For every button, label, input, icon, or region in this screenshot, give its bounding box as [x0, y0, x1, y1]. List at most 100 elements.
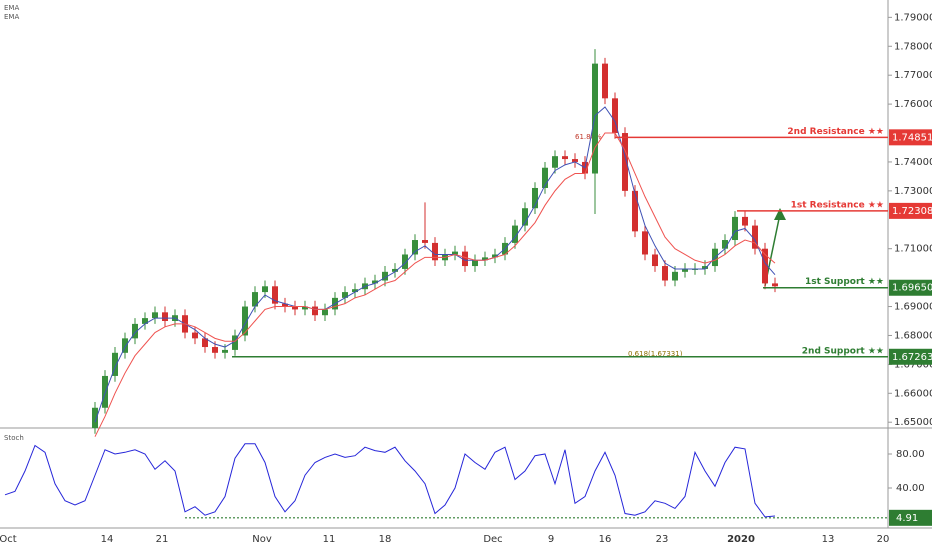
y-tick-label: 1.71000 — [894, 244, 932, 255]
candle-body — [302, 306, 308, 310]
y-tick-label: 1.69000 — [894, 302, 932, 313]
candle-body — [642, 231, 648, 255]
candle-body — [292, 306, 298, 310]
candle-body — [352, 289, 358, 293]
candle-body — [272, 286, 278, 304]
stoch-level-tag — [889, 509, 932, 526]
x-tick-label: 21 — [156, 534, 169, 545]
candle-body — [452, 251, 458, 255]
candle-body — [662, 266, 668, 281]
x-tick-label: 20 — [877, 534, 890, 545]
candle-body — [482, 257, 488, 261]
x-tick-label: 23 — [656, 534, 669, 545]
candle-body — [752, 225, 758, 249]
candle-body — [402, 254, 408, 269]
level-label: 1st Resistance ★★ — [791, 200, 884, 210]
candle-body — [542, 167, 548, 188]
candle-body — [122, 338, 128, 353]
candle-body — [532, 187, 538, 209]
candle-body — [492, 254, 498, 258]
level-label: 2nd Resistance ★★ — [787, 127, 884, 137]
candle-body — [282, 303, 288, 307]
y-tick-label: 1.68000 — [894, 330, 932, 341]
candle-body — [192, 332, 198, 339]
y-tick-label: 1.78000 — [894, 41, 932, 52]
candle-body — [722, 240, 728, 249]
candle-body — [382, 271, 388, 281]
candle-body — [102, 375, 108, 408]
candle-body — [472, 260, 478, 267]
level-tag-label: 1.74851 — [892, 132, 932, 143]
y-tick-label: 1.65000 — [894, 417, 932, 428]
stoch-line — [4, 443, 776, 518]
candle-body — [142, 318, 148, 324]
candle-body — [572, 159, 578, 162]
fib-annotation: 61.80% — [575, 133, 602, 141]
y-tick-label: 1.79000 — [894, 12, 932, 23]
y-tick-label: 1.74000 — [894, 157, 932, 168]
candle-body — [522, 208, 528, 226]
candle-body — [612, 98, 618, 134]
level-tag-label: 1.67263 — [892, 352, 932, 363]
level-tag — [889, 129, 932, 146]
x-tick-label: 16 — [599, 534, 612, 545]
candle-body — [222, 349, 228, 353]
candle-body — [622, 133, 628, 191]
x-tick-label: Dec — [483, 534, 502, 545]
candle-body — [162, 312, 168, 321]
candle-body — [652, 254, 658, 267]
ema-line — [94, 132, 776, 437]
level-tag-label: 1.72308 — [892, 206, 932, 217]
candle-body — [732, 216, 738, 241]
x-tick-label: 9 — [548, 534, 554, 545]
candle-body — [702, 266, 708, 269]
stoch-level-label: 4.91 — [896, 513, 918, 524]
candle-body — [252, 292, 258, 307]
candle-body — [632, 190, 638, 232]
candle-body — [762, 248, 768, 284]
candle-body — [132, 323, 138, 339]
level-label: 2nd Support ★★ — [802, 346, 884, 356]
fib-annotation: 0.618(1.67331) — [628, 350, 683, 358]
level-label: 1st Support ★★ — [805, 277, 884, 287]
candle-body — [742, 216, 748, 226]
candle-body — [112, 352, 118, 376]
candle-body — [242, 306, 248, 336]
level-tag-label: 1.69650 — [892, 283, 932, 294]
x-tick-label: Nov — [252, 534, 272, 545]
candle-body — [92, 407, 98, 428]
y-tick-label: 1.76000 — [894, 99, 932, 110]
candle-body — [262, 286, 268, 293]
y-tick-label: 1.73000 — [894, 186, 932, 197]
x-tick-label: 14 — [101, 534, 114, 545]
y-tick-label: 40.00 — [896, 483, 925, 494]
candle-body — [512, 225, 518, 243]
candle-body — [392, 268, 398, 272]
candle-body — [372, 280, 378, 284]
y-tick-label: 80.00 — [896, 449, 925, 460]
candle-body — [562, 156, 568, 160]
stoch-label: Stoch — [4, 434, 24, 442]
indicator-label: EMA — [4, 13, 19, 21]
candle-body — [592, 63, 598, 174]
indicator-label: EMA — [4, 4, 19, 12]
y-tick-label: 1.67000 — [894, 359, 932, 370]
candle-body — [432, 242, 438, 261]
ema-line — [94, 106, 776, 423]
candle-body — [672, 271, 678, 281]
candle-body — [212, 347, 218, 353]
x-tick-label: Oct — [0, 534, 17, 545]
y-tick-label: 1.77000 — [894, 70, 932, 81]
candle-body — [152, 312, 158, 319]
candle-body — [322, 309, 328, 316]
candle-body — [602, 63, 608, 99]
level-tag — [889, 202, 932, 219]
x-tick-label: 13 — [822, 534, 835, 545]
candle-body — [312, 306, 318, 316]
x-tick-label: 2020 — [727, 534, 755, 545]
level-tag — [889, 348, 932, 365]
level-tag — [889, 279, 932, 296]
candle-body — [412, 240, 418, 255]
candle-body — [462, 251, 468, 267]
